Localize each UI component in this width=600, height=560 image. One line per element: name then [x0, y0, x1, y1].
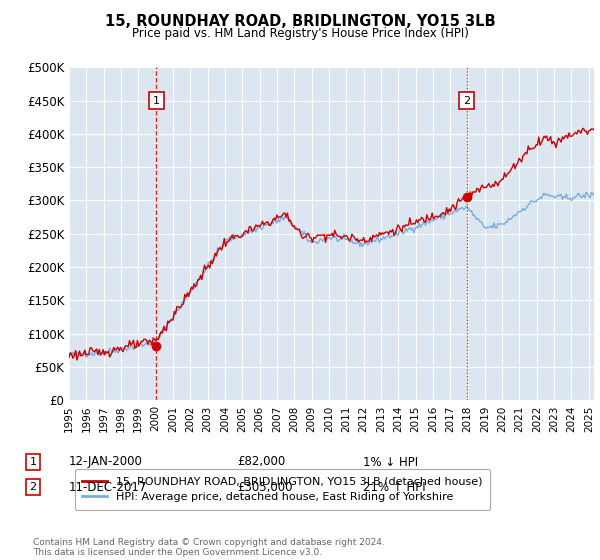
Text: 2: 2	[29, 482, 37, 492]
Text: 1% ↓ HPI: 1% ↓ HPI	[363, 455, 418, 469]
Text: 11-DEC-2017: 11-DEC-2017	[69, 480, 148, 494]
Text: 2: 2	[463, 96, 470, 105]
Text: £305,000: £305,000	[237, 480, 293, 494]
Text: 1: 1	[29, 457, 37, 467]
Text: 1: 1	[153, 96, 160, 105]
Text: 21% ↑ HPI: 21% ↑ HPI	[363, 480, 425, 494]
Text: Price paid vs. HM Land Registry's House Price Index (HPI): Price paid vs. HM Land Registry's House …	[131, 27, 469, 40]
Text: 12-JAN-2000: 12-JAN-2000	[69, 455, 143, 469]
Legend: 15, ROUNDHAY ROAD, BRIDLINGTON, YO15 3LB (detached house), HPI: Average price, d: 15, ROUNDHAY ROAD, BRIDLINGTON, YO15 3LB…	[74, 469, 490, 510]
Text: Contains HM Land Registry data © Crown copyright and database right 2024.
This d: Contains HM Land Registry data © Crown c…	[33, 538, 385, 557]
Text: £82,000: £82,000	[237, 455, 285, 469]
Text: 15, ROUNDHAY ROAD, BRIDLINGTON, YO15 3LB: 15, ROUNDHAY ROAD, BRIDLINGTON, YO15 3LB	[104, 14, 496, 29]
